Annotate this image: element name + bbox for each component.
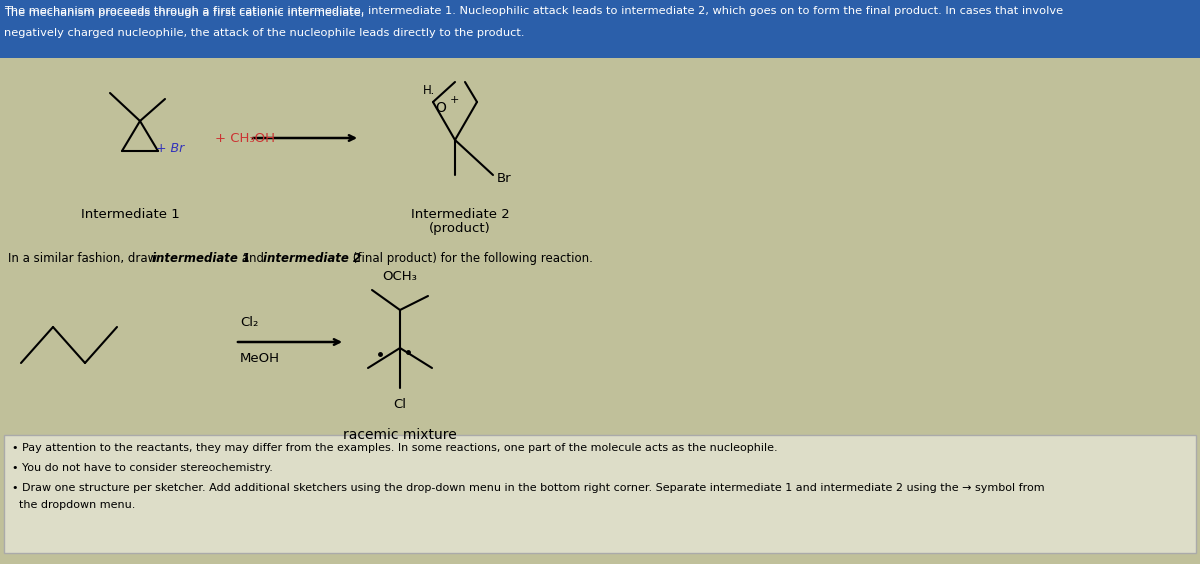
Text: (final product) for the following reaction.: (final product) for the following reacti… bbox=[349, 252, 593, 265]
Bar bbox=[4, 435, 1196, 553]
Text: H.: H. bbox=[424, 83, 436, 96]
Text: • You do not have to consider stereochemistry.: • You do not have to consider stereochem… bbox=[12, 463, 272, 473]
Text: MeOH: MeOH bbox=[240, 351, 280, 364]
Text: • Pay attention to the reactants, they may differ from the examples. In some rea: • Pay attention to the reactants, they m… bbox=[12, 443, 778, 453]
Text: Intermediate 1: Intermediate 1 bbox=[80, 208, 179, 221]
Text: + CH₃OH: + CH₃OH bbox=[215, 131, 275, 144]
Text: Br: Br bbox=[497, 171, 511, 184]
Text: (product): (product) bbox=[430, 222, 491, 235]
Text: racemic mixture: racemic mixture bbox=[343, 428, 457, 442]
Text: In a similar fashion, draw: In a similar fashion, draw bbox=[8, 252, 161, 265]
Text: the dropdown menu.: the dropdown menu. bbox=[12, 500, 136, 510]
Text: intermediate 1: intermediate 1 bbox=[152, 252, 250, 265]
Text: and: and bbox=[238, 252, 268, 265]
Text: + Br: + Br bbox=[156, 143, 185, 156]
Text: The mechanism proceeds through a first cationic intermediate, intermediate 1. Nu: The mechanism proceeds through a first c… bbox=[4, 6, 1063, 16]
Text: negatively charged nucleophile, the attack of the nucleophile leads directly to : negatively charged nucleophile, the atta… bbox=[4, 28, 524, 38]
Text: Cl: Cl bbox=[394, 398, 407, 411]
Text: Intermediate 2: Intermediate 2 bbox=[410, 208, 509, 221]
Text: Cl₂: Cl₂ bbox=[240, 315, 258, 328]
Text: OCH₃: OCH₃ bbox=[383, 270, 418, 283]
Text: O: O bbox=[436, 101, 446, 115]
Text: • Draw one structure per sketcher. Add additional sketchers using the drop-down : • Draw one structure per sketcher. Add a… bbox=[12, 483, 1045, 493]
Text: The mechanism proceeds through a first cationic intermediate,: The mechanism proceeds through a first c… bbox=[4, 8, 368, 18]
Text: intermediate 2: intermediate 2 bbox=[263, 252, 361, 265]
Bar bbox=[0, 0, 1200, 58]
Text: +: + bbox=[450, 95, 460, 105]
Text: The mechanism proceeds through a first cationic intermediate,: The mechanism proceeds through a first c… bbox=[4, 8, 368, 18]
